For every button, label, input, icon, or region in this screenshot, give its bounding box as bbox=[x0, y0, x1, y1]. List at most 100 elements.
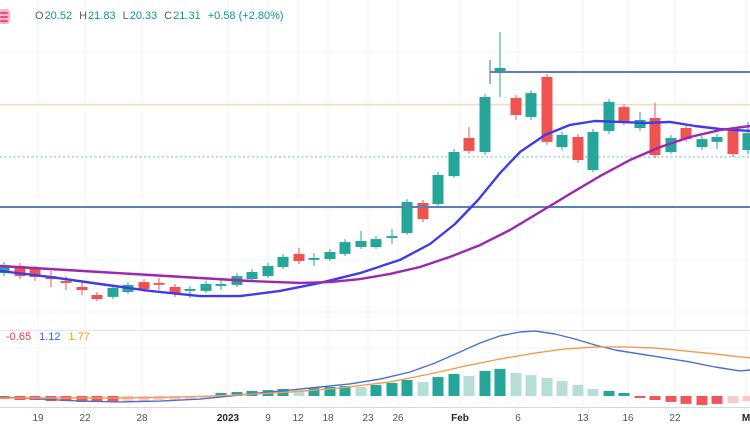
candle-body bbox=[541, 77, 553, 142]
candle-body bbox=[727, 130, 739, 154]
candle-body bbox=[0, 265, 10, 274]
time-tick-label: M bbox=[741, 413, 750, 424]
candle-body bbox=[510, 98, 522, 115]
macd-histogram-bar bbox=[339, 386, 351, 396]
macd-histogram-bar bbox=[618, 392, 630, 396]
candle-body bbox=[370, 239, 382, 248]
macd-histogram-bar bbox=[479, 370, 491, 396]
candle-body bbox=[355, 241, 367, 247]
macd-histogram-bar bbox=[401, 379, 413, 396]
candle-body bbox=[14, 266, 26, 277]
macd-signal-value: 1.77 bbox=[68, 331, 90, 343]
macd-signal-line bbox=[0, 346, 750, 399]
close-value: 21.31 bbox=[173, 10, 201, 22]
macd-histogram-bar bbox=[215, 392, 227, 396]
high-value: 21.83 bbox=[88, 10, 116, 22]
macd-histogram-bar bbox=[386, 383, 398, 396]
candle-body bbox=[107, 287, 119, 297]
candle-body bbox=[494, 67, 506, 72]
close-label: C bbox=[164, 10, 173, 22]
macd-histogram-bar bbox=[293, 390, 305, 396]
macd-histogram-bar bbox=[107, 396, 119, 402]
time-tick-label: 6 bbox=[515, 413, 521, 424]
time-tick-label: Feb bbox=[451, 413, 469, 424]
macd-histogram-bar bbox=[494, 368, 506, 396]
menu-icon[interactable] bbox=[0, 9, 10, 24]
macd-histogram-bar bbox=[448, 374, 460, 396]
macd-histogram-bar bbox=[603, 390, 615, 396]
time-tick-label: 2023 bbox=[216, 413, 240, 424]
candle-body bbox=[308, 258, 320, 260]
candle-body bbox=[603, 101, 615, 131]
time-tick-label: 12 bbox=[292, 413, 304, 424]
macd-line bbox=[0, 330, 750, 403]
macd-histogram-bar bbox=[510, 372, 522, 396]
candle-body bbox=[153, 282, 165, 285]
macd-histogram-bar bbox=[742, 396, 750, 402]
macd-histogram-bar bbox=[324, 387, 336, 396]
low-value: 20.33 bbox=[129, 10, 158, 22]
candle-body bbox=[138, 282, 150, 289]
candle-body bbox=[277, 256, 289, 267]
macd-histogram-bar bbox=[727, 396, 739, 403]
time-tick-label: 19 bbox=[32, 413, 44, 424]
time-tick-label: 13 bbox=[577, 413, 589, 424]
macd-histogram-bar bbox=[556, 381, 568, 396]
change-value: +0.58 (+2.80%) bbox=[207, 10, 284, 22]
candle-body bbox=[432, 175, 444, 204]
macd-histogram-bar bbox=[463, 376, 475, 396]
candle-body bbox=[696, 139, 708, 148]
macd-histogram-bar bbox=[587, 389, 599, 396]
candle-body bbox=[463, 138, 475, 151]
open-value: 20.52 bbox=[44, 10, 73, 22]
macd-histogram-bar bbox=[541, 378, 553, 396]
candle-body bbox=[324, 252, 336, 260]
high-label: H bbox=[79, 10, 88, 22]
candle-body bbox=[711, 137, 723, 142]
time-tick-label: 22 bbox=[79, 413, 91, 424]
candle-body bbox=[184, 289, 196, 291]
candle-body bbox=[572, 137, 584, 160]
candle-body bbox=[448, 152, 460, 177]
time-axis[interactable]: 19 22 28 2023 9 12 18 23 26 Feb 6 13 16 22 M bbox=[0, 409, 750, 430]
macd-histogram-bar bbox=[308, 388, 320, 396]
macd-histogram-bar bbox=[76, 396, 88, 402]
candle-body bbox=[556, 135, 568, 147]
candle-body bbox=[293, 253, 305, 261]
candle-body bbox=[665, 138, 677, 152]
time-tick-label: 26 bbox=[392, 413, 404, 424]
candle-body bbox=[479, 97, 491, 152]
candle-body bbox=[29, 269, 41, 277]
candle-body bbox=[386, 236, 398, 238]
time-tick-label: 28 bbox=[136, 413, 148, 424]
candle-body bbox=[618, 107, 630, 122]
macd-histogram-bar bbox=[91, 396, 103, 402]
macd-histogram-bar bbox=[711, 396, 723, 404]
time-tick-label: 22 bbox=[669, 413, 681, 424]
time-tick-label: 9 bbox=[265, 413, 271, 424]
macd-histogram-bar bbox=[138, 396, 150, 402]
macd-histogram-bar bbox=[184, 396, 196, 400]
candle-body bbox=[76, 287, 88, 290]
candle-body bbox=[215, 284, 227, 286]
macd-histogram-bar bbox=[696, 396, 708, 405]
macd-histogram-bar bbox=[525, 375, 537, 396]
candle-body bbox=[262, 266, 274, 277]
ohlc-legend: O 20.52 H 21.83 L 20.33 C 21.31 +0.58 (+… bbox=[0, 9, 284, 24]
ma-fast-line bbox=[0, 119, 750, 298]
ma-slow-line bbox=[0, 124, 750, 285]
time-tick-label: 16 bbox=[622, 413, 634, 424]
macd-histogram-bar bbox=[200, 396, 212, 398]
candle-body bbox=[60, 281, 72, 283]
candle-body bbox=[339, 242, 351, 254]
open-label: O bbox=[35, 10, 44, 22]
macd-line-value: 1.12 bbox=[39, 331, 61, 343]
macd-histogram-bar bbox=[231, 392, 243, 396]
candle-body bbox=[200, 284, 212, 291]
macd-histogram-value: -0.65 bbox=[6, 331, 32, 343]
candle-body bbox=[525, 93, 537, 117]
candle-body bbox=[401, 201, 413, 234]
macd-histogram-bar bbox=[355, 387, 367, 396]
candle-body bbox=[634, 120, 646, 128]
